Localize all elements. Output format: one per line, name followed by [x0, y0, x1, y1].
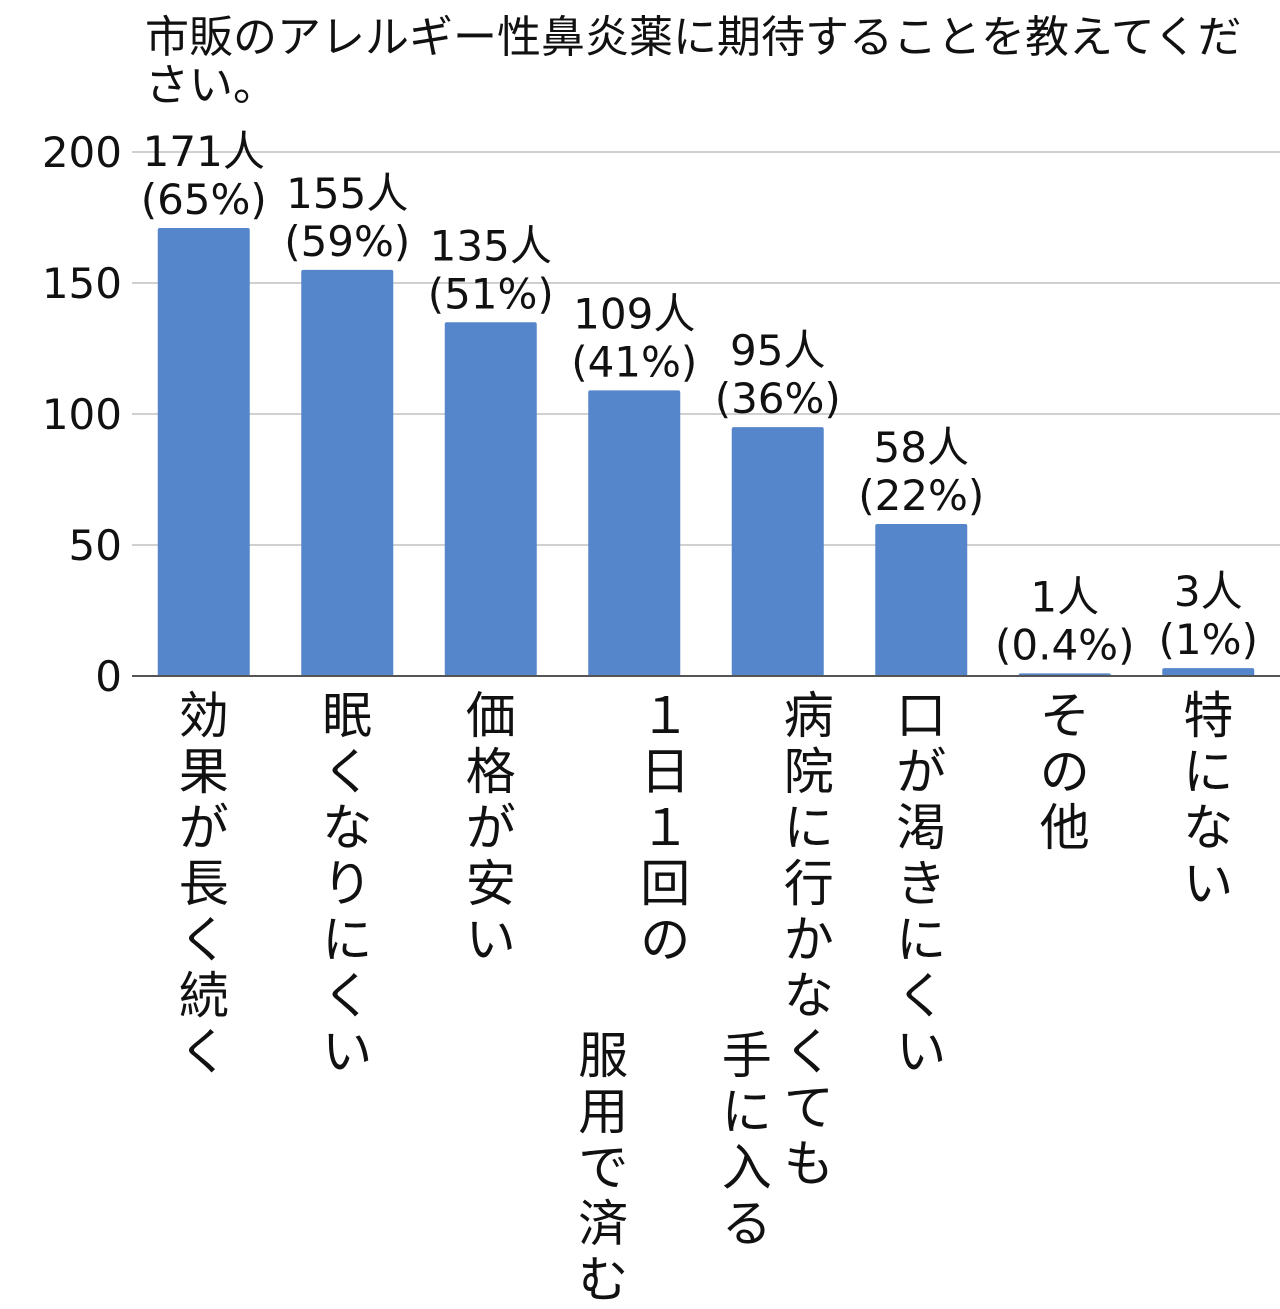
count-label: 3人 — [1174, 567, 1243, 616]
count-label: 135人 — [430, 221, 552, 270]
y-tick-label: 0 — [95, 652, 122, 701]
chart-title: 市販のアレルギー性鼻炎薬に期待することを教えてください。 — [145, 12, 1242, 111]
percent-label: (41%) — [571, 337, 697, 386]
y-tick-label: 150 — [42, 259, 122, 308]
category-label: その他 — [1039, 687, 1090, 857]
count-label: 95人 — [730, 326, 825, 375]
bar-chart: 0 50 100 150 200 171人(65%) 155人(59%) 135人(51%)… — [42, 127, 1280, 701]
y-tick-label: 50 — [69, 521, 122, 570]
category-label: 口が渇きにくい — [896, 687, 947, 1081]
category-label: 価格が安い — [465, 687, 516, 969]
bar — [444, 322, 537, 676]
percent-label: (51%) — [428, 269, 554, 318]
bar — [875, 524, 968, 676]
count-label: 171人 — [143, 127, 265, 176]
y-tick-label: 100 — [42, 390, 122, 439]
count-label: 109人 — [573, 289, 695, 338]
data-labels: 171人(65%) 155人(59%) 135人(51%) 109人(41%) 95人(… — [141, 127, 1258, 669]
count-label: 155人 — [286, 169, 408, 218]
category-label: 服用で済む — [578, 1027, 629, 1309]
percent-label: (36%) — [715, 374, 841, 423]
category-label: 手に入る — [721, 1027, 772, 1253]
bars — [157, 227, 1255, 677]
bar — [157, 227, 250, 677]
percent-label: (59%) — [284, 217, 410, 266]
category-label: 効果が長く続く — [178, 687, 229, 1081]
y-axis-ticks: 0 50 100 150 200 — [42, 128, 122, 701]
bar — [588, 390, 681, 676]
bar — [301, 269, 394, 676]
percent-label: (22%) — [858, 471, 984, 520]
percent-label: (0.4%) — [995, 620, 1134, 669]
bar — [1162, 668, 1255, 676]
count-label: 1人 — [1030, 572, 1099, 621]
percent-label: (65%) — [141, 175, 267, 224]
category-label: 特にない — [1183, 687, 1234, 913]
bar — [731, 427, 824, 676]
count-label: 58人 — [874, 423, 969, 472]
y-tick-label: 200 — [42, 128, 122, 177]
category-label: 病院に行かなくても — [783, 687, 834, 1193]
percent-label: (1%) — [1159, 615, 1258, 664]
category-label: 眠くなりにくい — [322, 687, 373, 1081]
